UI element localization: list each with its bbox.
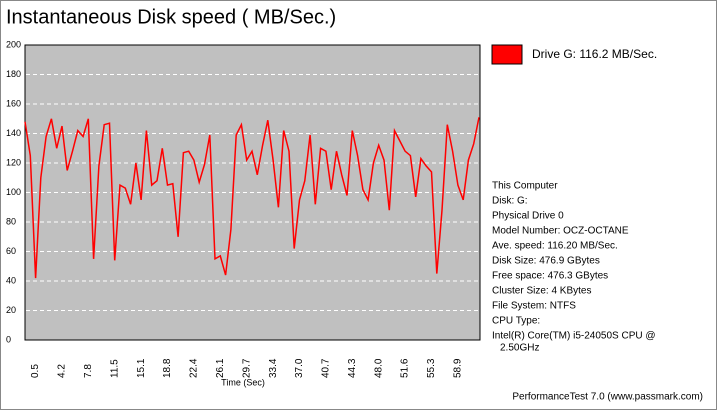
x-tick-label: 26.1 bbox=[215, 358, 226, 378]
x-tick-label: 15.1 bbox=[136, 358, 147, 378]
info-line: File System: NTFS bbox=[492, 301, 576, 312]
legend-label: Drive G: 116.2 MB/Sec. bbox=[532, 47, 657, 61]
x-tick-label: 33.4 bbox=[268, 358, 279, 378]
x-axis-label: Time (Sec) bbox=[221, 377, 265, 387]
info-line: Model Number: OCZ-OCTANE bbox=[492, 226, 629, 237]
info-line: 2.50GHz bbox=[500, 343, 539, 354]
y-tick-label: 200 bbox=[6, 39, 21, 49]
y-tick-label: 180 bbox=[6, 69, 21, 79]
x-tick-label: 7.8 bbox=[83, 364, 94, 378]
y-tick-label: 120 bbox=[6, 157, 21, 167]
x-tick-label: 44.3 bbox=[347, 358, 358, 378]
y-tick-label: 40 bbox=[6, 275, 16, 285]
info-line: This Computer bbox=[492, 181, 558, 192]
x-tick-label: 4.2 bbox=[57, 364, 68, 378]
info-line: Intel(R) Core(TM) i5-24050S CPU @ bbox=[492, 331, 656, 342]
y-tick-label: 0 bbox=[6, 334, 11, 344]
x-tick-label: 51.6 bbox=[400, 358, 411, 378]
y-tick-label: 140 bbox=[6, 128, 21, 138]
x-tick-label: 29.7 bbox=[241, 358, 252, 378]
footer: PerformanceTest 7.0 (www.passmark.com) bbox=[512, 392, 703, 403]
y-tick-label: 20 bbox=[6, 305, 16, 315]
x-tick-label: 0.5 bbox=[30, 364, 41, 378]
chart-title: Instantaneous Disk speed ( MB/Sec.) bbox=[6, 6, 336, 28]
y-tick-label: 100 bbox=[6, 187, 21, 197]
info-line: Disk: G: bbox=[492, 196, 528, 207]
x-tick-label: 58.9 bbox=[453, 358, 464, 378]
info-line: Cluster Size: 4 KBytes bbox=[492, 286, 591, 297]
x-tick-label: 22.4 bbox=[189, 358, 200, 378]
x-tick-label: 18.8 bbox=[162, 358, 173, 378]
x-tick-label: 11.5 bbox=[109, 359, 120, 378]
y-tick-label: 60 bbox=[6, 246, 16, 256]
y-tick-label: 160 bbox=[6, 98, 21, 108]
x-tick-label: 55.3 bbox=[426, 358, 437, 378]
info-line: Ave. speed: 116.20 MB/Sec. bbox=[492, 241, 618, 252]
legend-swatch bbox=[491, 44, 523, 65]
y-tick-label: 80 bbox=[6, 216, 16, 226]
info-line: Disk Size: 476.9 GBytes bbox=[492, 256, 600, 267]
data-line bbox=[24, 117, 480, 279]
x-tick-label: 48.0 bbox=[373, 358, 384, 378]
x-tick-label: 37.0 bbox=[294, 358, 305, 378]
info-line: Physical Drive 0 bbox=[492, 211, 564, 222]
x-tick-label: 40.7 bbox=[321, 358, 332, 378]
info-line: CPU Type: bbox=[492, 316, 540, 327]
info-line: Free space: 476.3 GBytes bbox=[492, 271, 608, 282]
